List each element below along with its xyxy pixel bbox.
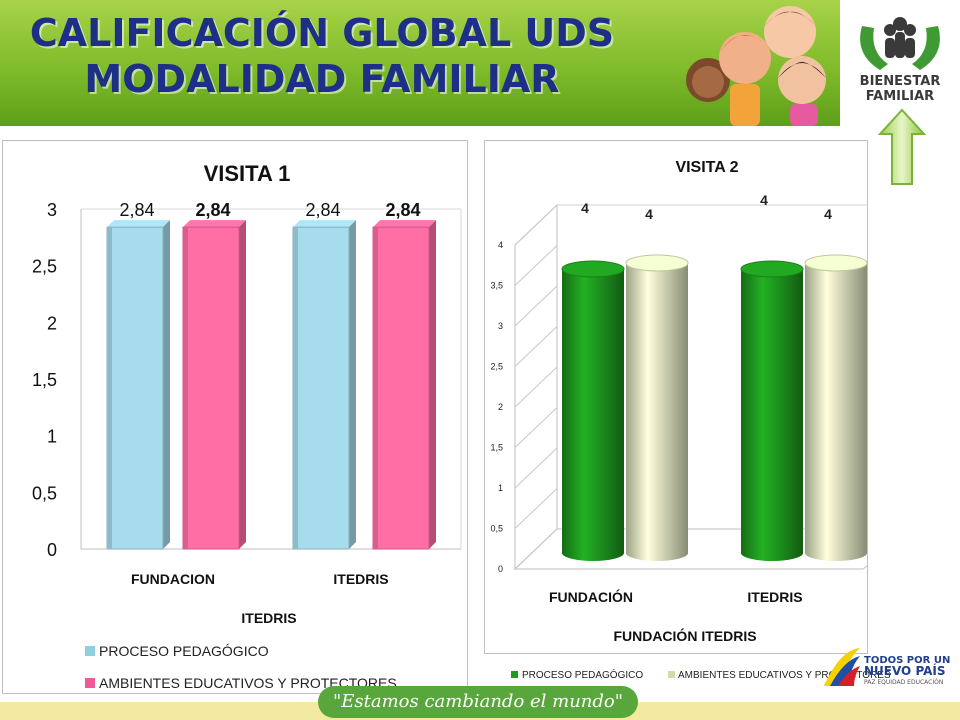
chart1-bar-top bbox=[373, 220, 436, 228]
chart2-cylinder bbox=[805, 263, 867, 561]
gov-line2: NUEVO PAÍS bbox=[864, 664, 946, 678]
chart2-group-label: FUNDACIÓN ITEDRIS bbox=[613, 627, 756, 644]
chart2-y-tick: 0,5 bbox=[490, 524, 503, 534]
colombia-flag-icon bbox=[824, 648, 860, 686]
chart1-data-label: 2,84 bbox=[385, 200, 420, 220]
chart2-legend-swatch-ambientes bbox=[668, 671, 675, 678]
header-banner: CALIFICACIÓN GLOBAL UDS MODALIDAD FAMILI… bbox=[0, 0, 840, 126]
chart2-category-itedris: ITEDRIS bbox=[747, 589, 802, 605]
chart2-cylinder-top bbox=[625, 254, 689, 272]
chart1-group-label: ITEDRIS bbox=[241, 610, 296, 626]
chart1-y-tick: 2,5 bbox=[32, 257, 57, 277]
chart1-bar-top bbox=[293, 220, 356, 228]
chart1-y-tick: 3 bbox=[47, 200, 57, 220]
chart1-legend-ambientes: AMBIENTES EDUCATIVOS Y PROTECTORES bbox=[99, 675, 397, 691]
chart1-bar-side bbox=[163, 220, 170, 549]
chart2-gridline bbox=[514, 366, 558, 408]
chart2-y-tick: 3 bbox=[498, 321, 503, 331]
slogan: "Estamos cambiando el mundo" bbox=[318, 686, 638, 718]
chart1-legend-swatch-proceso bbox=[85, 646, 95, 656]
chart1-y-tick: 0 bbox=[47, 540, 57, 560]
chart-visita-2-panel: VISITA 2 0 0,5 1 1,5 2 2,5 3 3,5 4 4 4 4 4 FUNDACIÓ… bbox=[484, 140, 917, 654]
chart2-data-label: 4 bbox=[581, 200, 589, 216]
chart1-category-itedris: ITEDRIS bbox=[333, 571, 388, 587]
chart1-title: VISITA 1 bbox=[204, 161, 291, 186]
chart-visita-1: VISITA 1 00,511,522,53 2,84 2,84 2,84 2,84 … bbox=[32, 161, 462, 691]
chart1-bar-bevel bbox=[373, 227, 378, 549]
chart1-bar-bevel bbox=[293, 227, 298, 549]
up-arrow-icon bbox=[877, 108, 927, 185]
chart2-data-label: 4 bbox=[824, 206, 832, 222]
chart1-y-tick: 1,5 bbox=[32, 370, 57, 390]
chart1-category-fundacion: FUNDACION bbox=[131, 571, 215, 587]
chart1-bar-side bbox=[349, 220, 356, 549]
chart1-bar-top bbox=[183, 220, 246, 228]
chart2-y-tick: 2,5 bbox=[490, 362, 503, 372]
logo-line1: BIENESTAR bbox=[859, 74, 941, 89]
chart1-bar bbox=[292, 226, 350, 550]
chart2-legend: PROCESO PEDAGÓGICO AMBIENTES EDUCATIVOS … bbox=[511, 668, 890, 681]
chart2-data-label: 4 bbox=[645, 206, 653, 222]
chart2-gridline bbox=[514, 447, 558, 489]
chart2-y-tick: 0 bbox=[498, 564, 503, 574]
chart2-category-fundacion: FUNDACIÓN bbox=[549, 588, 633, 605]
chart2-gridline bbox=[514, 326, 558, 367]
chart1-data-label: 2,84 bbox=[195, 200, 230, 220]
page-title: CALIFICACIÓN GLOBAL UDS MODALIDAD FAMILI… bbox=[12, 10, 632, 102]
chart2-data-label: 4 bbox=[760, 192, 768, 208]
chart1-data-label: 2,84 bbox=[119, 200, 154, 220]
chart1-bar bbox=[372, 226, 430, 550]
chart2-cylinder-top bbox=[804, 254, 868, 272]
chart2-cylinder-top bbox=[561, 260, 625, 278]
chart2-gridline bbox=[514, 528, 558, 570]
chart2-y-tick: 3,5 bbox=[490, 281, 503, 291]
chart2-cylinder bbox=[562, 269, 624, 561]
chart2-legend-swatch-proceso bbox=[511, 671, 518, 678]
chart1-bar-bevel bbox=[183, 227, 188, 549]
chart2-gridline bbox=[514, 407, 558, 448]
chart2-gridline bbox=[514, 245, 558, 286]
gov-line3: PAZ EQUIDAD EDUCACIÓN bbox=[864, 679, 944, 686]
chart1-bar-bevel bbox=[107, 227, 112, 549]
chart2-y-tick: 1,5 bbox=[490, 443, 503, 453]
chart1-bar-side bbox=[239, 220, 246, 549]
chart2-cylinder bbox=[626, 263, 688, 561]
chart1-data-label: 2,84 bbox=[305, 200, 340, 220]
chart1-legend-swatch-ambientes bbox=[85, 678, 95, 688]
chart2-cylinder-top bbox=[740, 260, 804, 278]
chart2-y-tick: 2 bbox=[498, 402, 503, 412]
gov-line1: TODOS POR UN bbox=[864, 655, 951, 666]
page-title-line2: MODALIDAD FAMILIAR bbox=[84, 57, 560, 101]
chart2-title: VISITA 2 bbox=[675, 159, 738, 176]
chart1-legend-proceso: PROCESO PEDAGÓGICO bbox=[99, 643, 269, 659]
chart2-cylinder bbox=[741, 269, 803, 561]
chart-visita-2: VISITA 2 0 0,5 1 1,5 2 2,5 3 3,5 4 4 4 4 4 FUNDACIÓ… bbox=[490, 159, 917, 644]
chart1-y-tick: 1 bbox=[47, 427, 57, 447]
chart1-y-tick: 0,5 bbox=[32, 483, 57, 503]
chart2-y-tick: 4 bbox=[498, 240, 503, 250]
chart1-bar-top bbox=[107, 220, 170, 228]
children-illustration bbox=[686, 6, 826, 126]
logo-line2: FAMILIAR bbox=[865, 89, 935, 104]
chart2-gridline bbox=[514, 285, 558, 327]
chart-visita-1-panel: VISITA 1 0 0,5 1 1,5 2 2,5 3 2,84 2,84 2,84 2,84 … bbox=[2, 140, 468, 694]
chart1-bar bbox=[182, 226, 240, 550]
chart2-legend-ambientes: AMBIENTES EDUCATIVOS Y PROTECTORES bbox=[678, 670, 890, 681]
chart1-bar-side bbox=[429, 220, 436, 549]
chart2-y-tick: 1 bbox=[498, 483, 503, 493]
chart1-bar bbox=[106, 226, 164, 550]
page-title-line1: CALIFICACIÓN GLOBAL UDS bbox=[29, 11, 615, 55]
chart2-gridline bbox=[514, 488, 558, 529]
chart2-legend-proceso: PROCESO PEDAGÓGICO bbox=[522, 668, 643, 681]
chart2-gridline bbox=[514, 204, 558, 246]
family-hands-icon bbox=[860, 17, 940, 70]
government-slogan: TODOS POR UN NUEVO PAÍS PAZ EQUIDAD EDUC… bbox=[864, 655, 950, 688]
chart1-y-tick: 2 bbox=[47, 313, 57, 333]
